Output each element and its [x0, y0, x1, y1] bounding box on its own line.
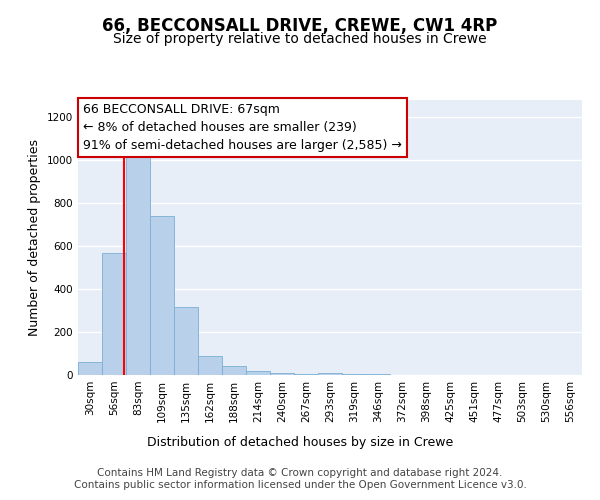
Bar: [318, 374, 342, 375]
Text: Contains HM Land Registry data © Crown copyright and database right 2024.
Contai: Contains HM Land Registry data © Crown c…: [74, 468, 526, 490]
Bar: [78, 362, 102, 375]
Bar: [198, 356, 222, 375]
Bar: [246, 370, 270, 375]
Bar: [222, 366, 246, 375]
Bar: [366, 374, 390, 375]
Bar: [174, 308, 198, 375]
Text: 66, BECCONSALL DRIVE, CREWE, CW1 4RP: 66, BECCONSALL DRIVE, CREWE, CW1 4RP: [103, 18, 497, 36]
Text: Distribution of detached houses by size in Crewe: Distribution of detached houses by size …: [147, 436, 453, 449]
Bar: [294, 374, 318, 375]
Y-axis label: Number of detached properties: Number of detached properties: [28, 139, 41, 336]
Bar: [150, 216, 174, 375]
Bar: [270, 373, 294, 375]
Bar: [102, 252, 126, 375]
Bar: [126, 156, 150, 375]
Text: Size of property relative to detached houses in Crewe: Size of property relative to detached ho…: [113, 32, 487, 46]
Text: 66 BECCONSALL DRIVE: 67sqm
← 8% of detached houses are smaller (239)
91% of semi: 66 BECCONSALL DRIVE: 67sqm ← 8% of detac…: [83, 103, 402, 152]
Bar: [342, 374, 366, 375]
